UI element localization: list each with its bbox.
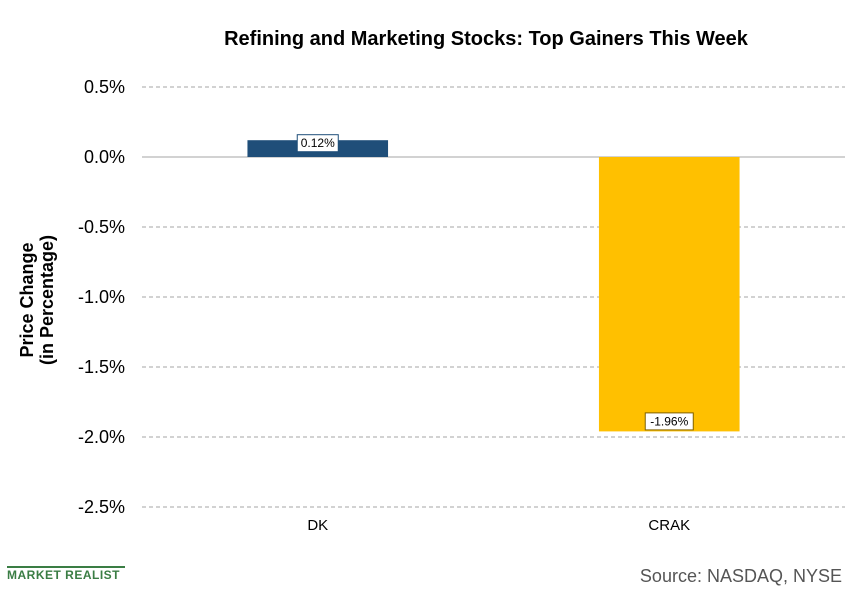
data-label: -1.96% — [650, 414, 688, 428]
logo-text: MARKET REALIST — [7, 568, 120, 582]
data-label-box — [296, 134, 339, 153]
source-note: Source: NASDAQ, NYSE — [639, 566, 842, 586]
y-tick-label: -1.5% — [78, 357, 125, 377]
data-label-box — [644, 412, 694, 431]
x-category-label: CRAK — [648, 517, 690, 534]
market-realist-logo: MARKET REALIST — [7, 566, 127, 586]
y-tick-label: 0.0% — [84, 147, 125, 167]
logo-underline — [7, 566, 125, 568]
data-label: 0.12% — [301, 136, 335, 150]
y-tick-label: -2.5% — [78, 497, 125, 517]
y-tick-label: -1.0% — [78, 287, 125, 307]
chart-title: Refining and Marketing Stocks: Top Gaine… — [224, 28, 748, 50]
x-category-label: DK — [307, 517, 328, 534]
y-tick-label: -2.0% — [78, 427, 125, 447]
y-tick-label: 0.5% — [84, 77, 125, 97]
y-tick-label: -0.5% — [78, 217, 125, 237]
bar-crak — [598, 157, 740, 432]
